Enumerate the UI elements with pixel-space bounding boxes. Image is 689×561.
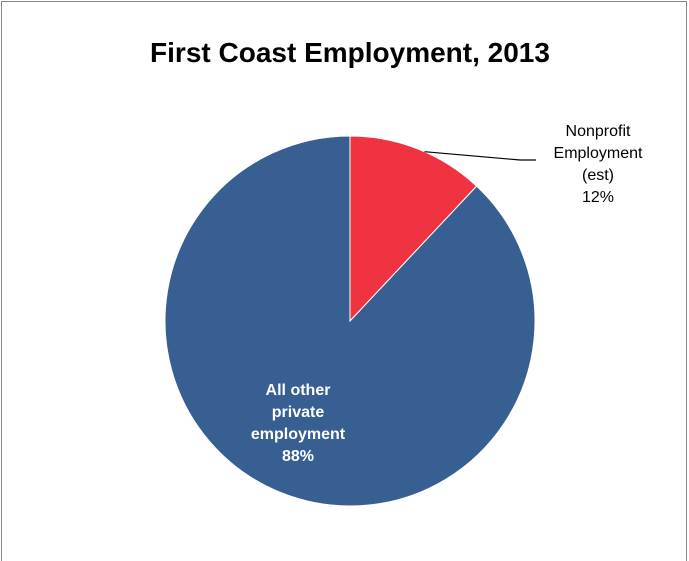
slice-label-1-line-0: All other xyxy=(266,382,331,399)
slice-percent-label-1: 88% xyxy=(282,448,314,465)
slice-percent-label-0: 12% xyxy=(582,189,614,206)
slice-label-0-line-0: Nonprofit xyxy=(566,123,631,140)
chart-title: First Coast Employment, 2013 xyxy=(150,37,550,68)
pie-slice-0 xyxy=(349,135,478,323)
label-leader-lines xyxy=(424,151,536,161)
leader-line-0 xyxy=(424,151,536,161)
pie-slices xyxy=(164,135,536,507)
slice-labels: Nonprofit Employment (est) 12% All other priv… xyxy=(251,123,643,465)
slice-label-0-line-2: (est) xyxy=(582,167,614,184)
slice-label-1-line-1: private xyxy=(272,404,325,421)
slice-label-0-line-1: Employment xyxy=(554,145,643,162)
pie-slice-1 xyxy=(164,135,536,507)
slice-label-1-line-2: employment xyxy=(251,426,346,443)
